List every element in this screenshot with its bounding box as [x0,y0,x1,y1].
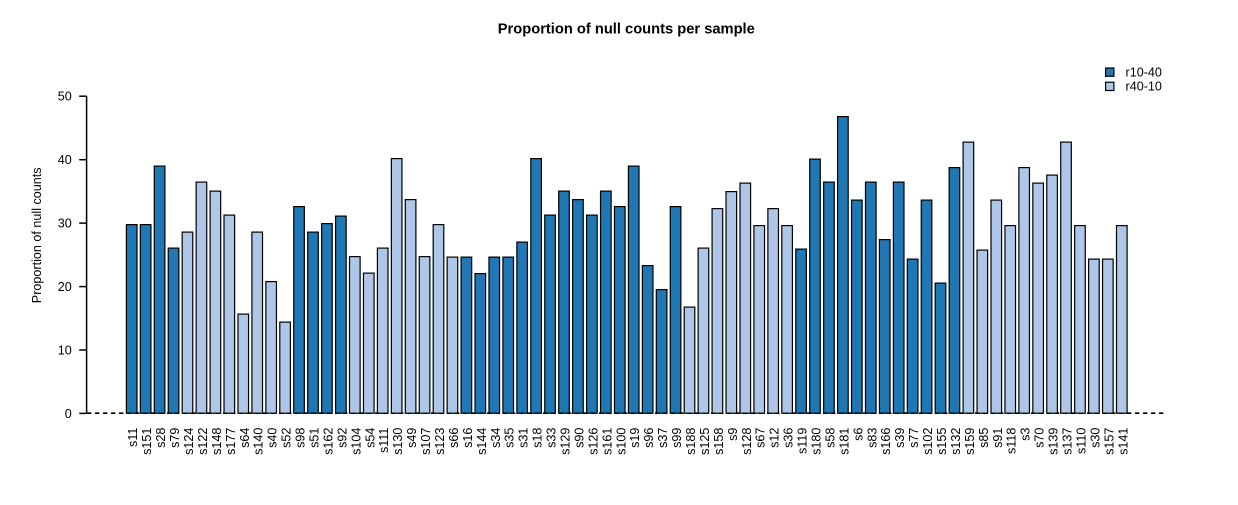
svg-text:s111: s111 [377,428,391,453]
svg-text:50: 50 [58,90,72,104]
svg-text:s129: s129 [559,428,573,455]
svg-text:s54: s54 [363,428,377,448]
svg-text:s118: s118 [1005,428,1019,454]
svg-text:s132: s132 [949,428,963,455]
svg-text:s155: s155 [935,428,949,455]
svg-text:s91: s91 [991,428,1005,448]
svg-text:s31: s31 [517,428,531,448]
svg-text:r40-10: r40-10 [1126,80,1162,94]
svg-text:s119: s119 [796,428,810,454]
svg-text:s51: s51 [307,428,321,448]
svg-text:s151: s151 [140,428,154,455]
svg-text:s6: s6 [851,428,865,441]
svg-text:s34: s34 [489,428,503,448]
svg-text:s33: s33 [545,428,559,448]
svg-text:s16: s16 [461,428,475,448]
svg-text:s100: s100 [614,428,628,455]
svg-text:s83: s83 [865,428,879,448]
svg-text:40: 40 [58,153,72,167]
svg-text:s98: s98 [294,428,308,448]
svg-text:s28: s28 [154,428,168,448]
svg-text:s181: s181 [837,428,851,455]
svg-text:s110: s110 [1074,428,1088,454]
svg-text:s99: s99 [670,428,684,448]
svg-text:s58: s58 [823,428,837,448]
svg-text:s64: s64 [238,428,252,448]
svg-text:s40: s40 [266,428,280,448]
svg-text:s166: s166 [879,428,893,455]
svg-text:s92: s92 [335,428,349,448]
svg-text:s3: s3 [1019,428,1033,441]
svg-text:s79: s79 [168,428,182,448]
svg-text:s39: s39 [893,428,907,448]
svg-text:Proportion of null counts per: Proportion of null counts per sample [498,22,755,38]
svg-text:s144: s144 [475,428,489,455]
svg-text:s70: s70 [1033,428,1047,448]
svg-text:s36: s36 [782,428,796,448]
svg-text:s140: s140 [252,428,266,455]
svg-text:s130: s130 [391,428,405,455]
svg-text:s161: s161 [600,428,614,455]
svg-text:s188: s188 [684,428,698,455]
svg-text:r10-40: r10-40 [1126,66,1162,80]
svg-text:30: 30 [58,217,72,231]
svg-text:10: 10 [58,343,72,357]
svg-text:Proportion of null counts: Proportion of null counts [30,167,44,303]
svg-text:s157: s157 [1102,428,1116,455]
svg-text:s180: s180 [810,428,824,455]
svg-text:s9: s9 [726,428,740,441]
svg-text:s37: s37 [656,428,670,448]
svg-text:s12: s12 [768,428,782,448]
svg-text:s122: s122 [196,428,210,455]
svg-text:s137: s137 [1061,428,1075,455]
svg-text:s126: s126 [586,428,600,455]
svg-text:s30: s30 [1088,428,1102,448]
svg-text:s67: s67 [754,428,768,448]
svg-text:s96: s96 [642,428,656,448]
svg-text:s141: s141 [1116,428,1130,455]
svg-text:s90: s90 [572,428,586,448]
svg-text:s177: s177 [224,428,238,455]
svg-text:s11: s11 [126,428,140,447]
svg-text:s158: s158 [712,428,726,455]
svg-text:s162: s162 [321,428,335,455]
svg-text:s18: s18 [531,428,545,448]
svg-text:s66: s66 [447,428,461,448]
svg-text:s77: s77 [907,428,921,448]
svg-text:s139: s139 [1047,428,1061,455]
svg-text:s107: s107 [419,428,433,455]
svg-text:s85: s85 [977,428,991,448]
svg-text:s128: s128 [740,428,754,455]
svg-text:s159: s159 [963,428,977,455]
svg-text:s123: s123 [433,428,447,455]
svg-text:s148: s148 [210,428,224,455]
svg-text:s52: s52 [280,428,294,448]
svg-text:s102: s102 [921,428,935,455]
svg-text:s35: s35 [503,428,517,448]
svg-text:s49: s49 [405,428,419,448]
svg-text:s125: s125 [698,428,712,455]
svg-text:s124: s124 [182,428,196,455]
svg-text:s19: s19 [628,428,642,448]
svg-text:s104: s104 [349,428,363,455]
svg-text:0: 0 [65,407,72,421]
svg-text:20: 20 [58,280,72,294]
